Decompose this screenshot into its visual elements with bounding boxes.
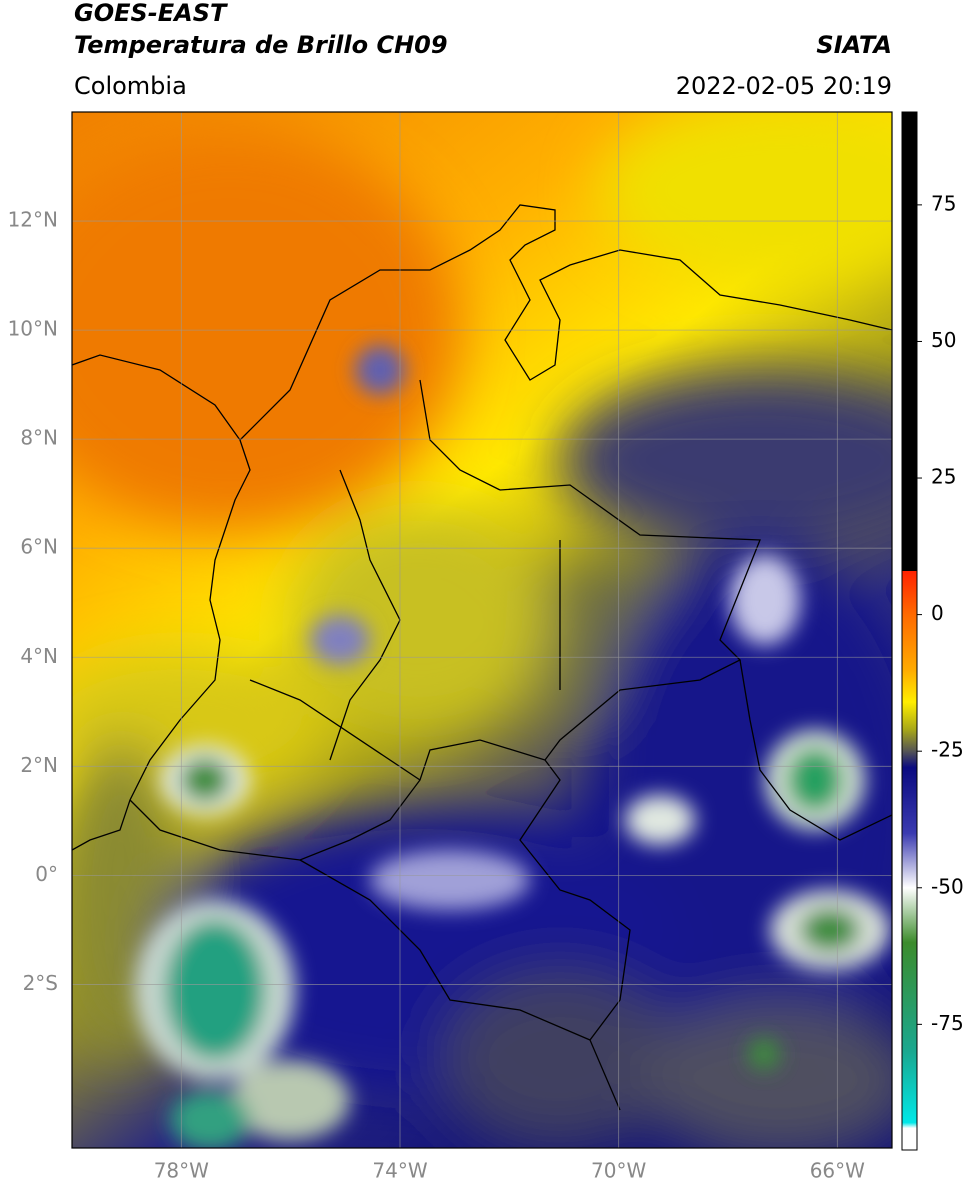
source: SIATA xyxy=(816,31,892,59)
x-tick-label: 70°W xyxy=(591,1159,646,1183)
y-tick-label: 0° xyxy=(35,862,58,886)
y-tick-label: 2°N xyxy=(20,753,58,777)
satellite-image xyxy=(72,112,892,1148)
colorbar-tick-label: 50 xyxy=(931,328,956,352)
y-tick-label: 10°N xyxy=(8,317,58,341)
colorbar-tick-label: 0 xyxy=(931,601,944,625)
x-tick-label: 74°W xyxy=(372,1159,427,1183)
y-tick-label: 2°S xyxy=(23,971,58,995)
grid xyxy=(72,112,892,1148)
y-tick-label: 6°N xyxy=(20,535,58,559)
x-tick-label: 66°W xyxy=(810,1159,865,1183)
datetime: 2022-02-05 20:19 xyxy=(676,72,892,100)
y-tick-label: 8°N xyxy=(20,426,58,450)
subtitle: Temperatura de Brillo CH09 xyxy=(74,31,448,59)
colorbar-tick-label: -25 xyxy=(931,738,964,762)
x-tick-label: 78°W xyxy=(154,1159,209,1183)
title: GOES-EAST xyxy=(74,0,228,27)
region: Colombia xyxy=(74,72,187,100)
colorbar-tick-label: 25 xyxy=(931,465,956,489)
y-tick-label: 12°N xyxy=(8,208,58,232)
colorbar-tick-label: 75 xyxy=(931,191,956,215)
map-frame xyxy=(71,111,893,1149)
y-tick-label: 4°N xyxy=(20,644,58,668)
colorbar-tick-label: -50 xyxy=(931,874,964,898)
colorbar-tick-label: -75 xyxy=(931,1011,964,1035)
colorbar xyxy=(901,111,918,1151)
